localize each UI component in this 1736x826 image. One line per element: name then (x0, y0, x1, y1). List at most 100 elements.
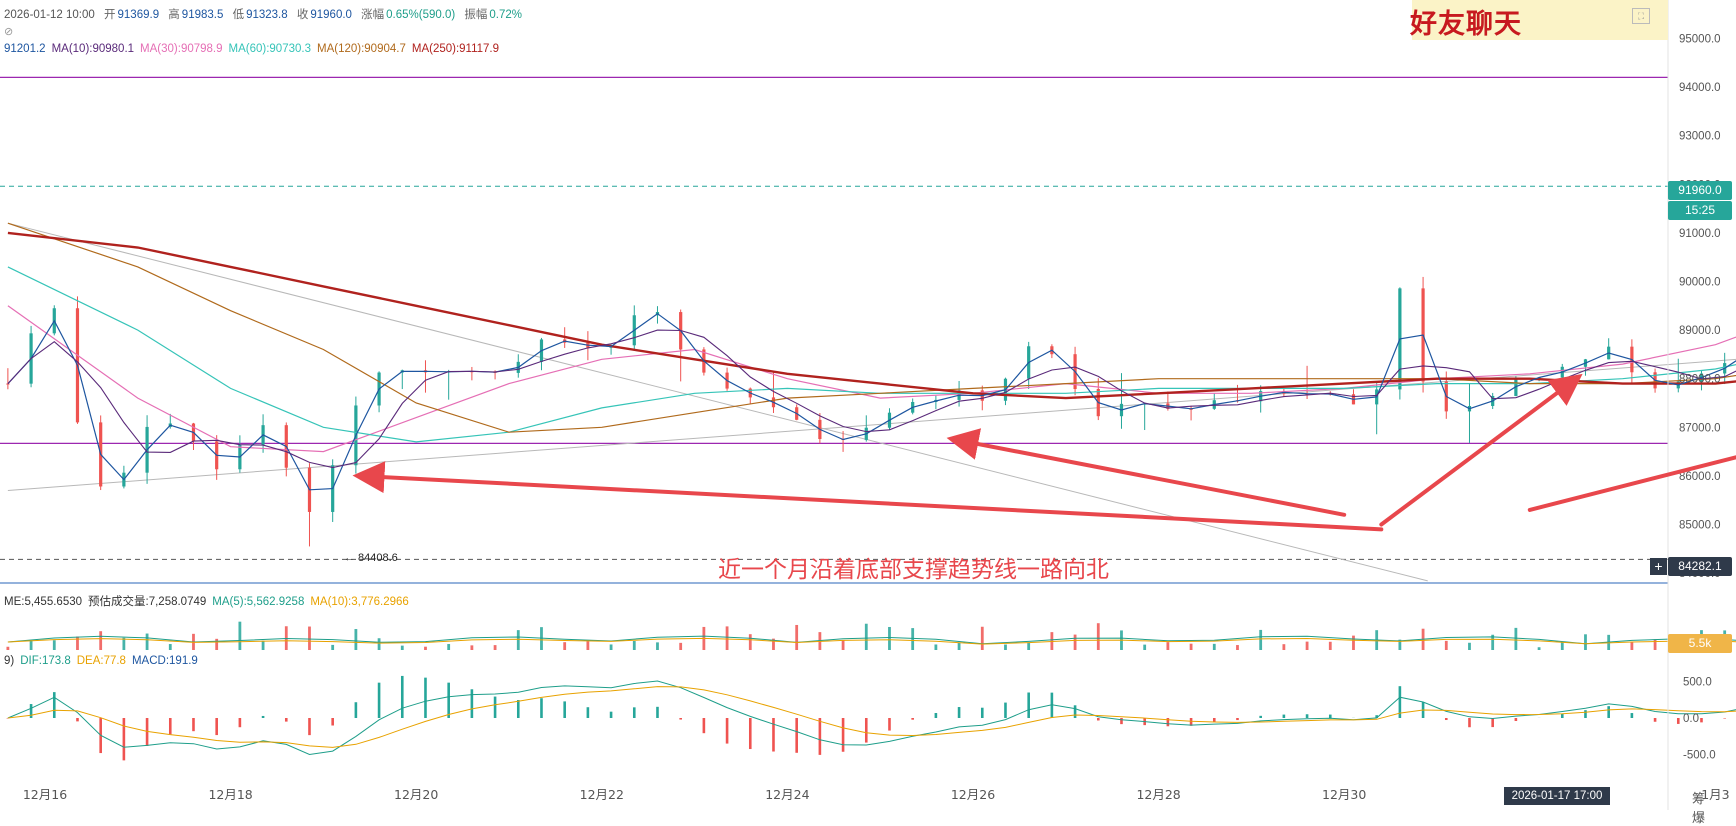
volume-bar (1630, 642, 1633, 650)
macd-histogram-bar (308, 718, 311, 735)
volume-tag: 5.5k (1668, 634, 1732, 653)
volume-bar (238, 622, 241, 650)
open-value: 91369.9 (118, 9, 160, 21)
volume-bar (424, 647, 427, 650)
volume-bar (633, 641, 636, 650)
ma-legend-item: MA(250):91117.9 (412, 43, 499, 55)
macd-histogram-bar (1097, 718, 1100, 720)
macd-histogram-bar (610, 712, 613, 718)
volume-bar (1445, 641, 1448, 650)
macd-histogram-bar (1236, 718, 1239, 720)
volume-bar (262, 641, 265, 650)
x-tick-label: 12月18 (208, 787, 252, 802)
volume-pane (6, 620, 1736, 650)
cursor-date-tag: 2026-01-17 17:00 (1504, 787, 1610, 805)
macd-histogram-bar (1306, 714, 1309, 718)
ma-line-MA(250) (8, 228, 1736, 398)
volume-bar (1143, 645, 1146, 650)
macd-histogram-bar (935, 713, 938, 718)
volume-bar (934, 644, 937, 650)
macd-histogram-bar (1004, 703, 1007, 718)
volume-bar (6, 647, 9, 650)
volume-bar (888, 627, 891, 650)
ma-legend-item: MA(60):90730.3 (229, 43, 311, 55)
macd-histogram-bar (865, 718, 868, 743)
x-tick-label: 12月28 (1136, 787, 1180, 802)
macd-histogram-bar (540, 698, 543, 718)
volume-bar (749, 634, 752, 650)
x-tick-label: 12月16 (23, 787, 67, 802)
volume-bar (981, 627, 984, 650)
volume-bar (1282, 644, 1285, 650)
fullscreen-icon[interactable]: ⛶ (1632, 8, 1650, 24)
x-tick-label: 12月20 (394, 787, 438, 802)
volume-bar (1190, 644, 1193, 650)
ma-legend-item: MA(30):90798.9 (140, 43, 222, 55)
volume-bar (1004, 645, 1007, 650)
macd-histogram-bar (123, 718, 126, 760)
ma-legend-item: 91201.2 (4, 43, 46, 55)
macd-histogram-bar (285, 718, 288, 722)
volume-bar (586, 641, 589, 650)
current-price-tag: 91960.0 (1668, 181, 1732, 200)
macd-histogram-bar (819, 718, 822, 755)
macd-histogram-bar (401, 676, 404, 718)
macd-histogram-bar (842, 718, 845, 752)
volume-bar (679, 643, 682, 650)
price-axis: 95000.094000.093000.092000.091000.090000… (1668, 0, 1721, 810)
macd-histogram-bar (331, 718, 334, 726)
volume-bar (1259, 630, 1262, 650)
macd-legend-item: DEA:77.8 (77, 655, 126, 667)
volume-bar (447, 644, 450, 650)
main-pane (0, 0, 1736, 790)
volume-bar (76, 637, 79, 650)
amp-label: 振幅 (464, 9, 487, 21)
macd-histogram-bar (239, 718, 242, 727)
macd-dif-line (8, 667, 1736, 755)
macd-histogram-bar (656, 707, 659, 718)
macd-histogram-bar (726, 718, 729, 744)
volume-bar (1166, 642, 1169, 650)
annotation-text: 近一个月沿着底部支撑趋势线一路向北 (718, 557, 1109, 583)
macd-histogram-bar (471, 689, 474, 718)
bar-time: 2026-01-12 10:00 (4, 9, 95, 21)
volume-bar (1561, 642, 1564, 650)
macd-histogram-bar (76, 718, 79, 721)
volume-bar (169, 644, 172, 650)
friend-chat-title[interactable]: 好友聊天 (1410, 2, 1522, 41)
macd-histogram-bar (1468, 718, 1471, 727)
macd-histogram-bar (1491, 718, 1494, 727)
macd-histogram-bar (1700, 718, 1703, 722)
volume-bar (215, 639, 218, 650)
macd-pane (7, 667, 1736, 770)
macd-histogram-bar (1120, 718, 1123, 724)
eye-off-icon[interactable]: ⊘ (4, 25, 13, 38)
volume-legend-item: ME:5,455.6530 (4, 596, 82, 608)
macd-histogram-bar (888, 718, 891, 731)
macd-histogram-bar (911, 718, 914, 720)
x-tick-label: 12月22 (580, 787, 624, 802)
close-label: 收 (297, 9, 309, 21)
macd-legend-item: DIF:173.8 (20, 655, 71, 667)
macd-histogram-bar (169, 718, 172, 734)
macd-tick-label: 0.0 (1683, 713, 1699, 725)
volume-bar (1352, 636, 1355, 650)
footer-tool-icons[interactable]: 筹 爆 (1692, 788, 1736, 826)
volume-bar (494, 645, 497, 650)
macd-histogram-bar (1631, 713, 1634, 718)
ma-legend-item: MA(120):90904.7 (317, 43, 406, 55)
volume-legend-item: MA(10):3,776.2966 (310, 596, 408, 608)
low-label: 低 (233, 9, 245, 21)
candle-body (6, 384, 9, 385)
annotation-arrow-2 (1381, 379, 1576, 525)
macd-histogram-bar (262, 716, 265, 718)
macd-histogram-bar (355, 702, 358, 718)
add-alert-icon[interactable]: + (1650, 558, 1667, 575)
change-value: 0.65%(590.0) (386, 9, 455, 21)
